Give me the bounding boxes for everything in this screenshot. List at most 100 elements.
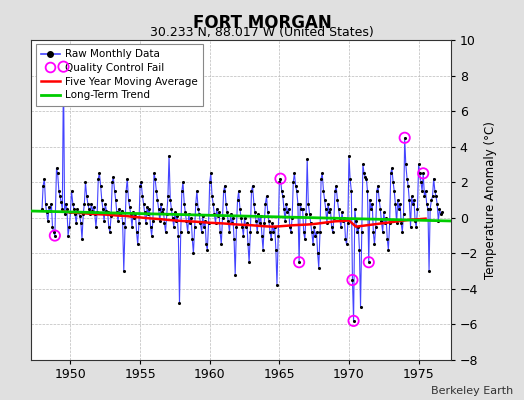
- Point: [347, 188, 355, 194]
- Point: [48, 224, 57, 230]
- Point: [219, 214, 227, 221]
- Point: [309, 241, 317, 248]
- Point: [71, 211, 79, 218]
- Point: [302, 211, 310, 218]
- Point: [247, 188, 256, 194]
- Point: [382, 214, 390, 221]
- Point: [212, 206, 221, 212]
- Point: [230, 236, 238, 242]
- Point: [56, 193, 64, 200]
- Point: [338, 209, 346, 216]
- Point: [348, 277, 357, 283]
- Point: [233, 197, 242, 203]
- Point: [58, 206, 67, 212]
- Point: [383, 236, 391, 242]
- Point: [400, 134, 409, 141]
- Point: [404, 182, 412, 189]
- Point: [351, 206, 359, 212]
- Point: [214, 213, 222, 219]
- Point: [125, 204, 134, 210]
- Point: [421, 188, 430, 194]
- Point: [181, 209, 190, 216]
- Point: [150, 170, 158, 176]
- Point: [390, 188, 398, 194]
- Point: [78, 236, 86, 242]
- Point: [130, 214, 138, 221]
- Point: [378, 229, 387, 235]
- Point: [161, 229, 170, 235]
- Point: [410, 197, 418, 203]
- Point: [45, 204, 53, 210]
- Point: [101, 200, 110, 207]
- Point: [334, 206, 343, 212]
- Point: [171, 209, 179, 216]
- Point: [318, 170, 326, 176]
- Point: [389, 179, 397, 186]
- Point: [119, 268, 128, 274]
- Point: [420, 193, 429, 200]
- Point: [313, 250, 322, 256]
- Point: [139, 200, 148, 207]
- Point: [403, 176, 411, 182]
- Point: [419, 170, 428, 176]
- Point: [305, 211, 314, 218]
- Point: [285, 206, 293, 212]
- Point: [138, 193, 147, 200]
- Point: [129, 209, 137, 216]
- Point: [350, 318, 358, 324]
- Point: [400, 134, 409, 141]
- Point: [366, 197, 374, 203]
- Point: [225, 229, 234, 235]
- Point: [391, 200, 399, 207]
- Point: [86, 211, 94, 218]
- Point: [425, 268, 433, 274]
- Point: [103, 209, 112, 216]
- Point: [189, 250, 198, 256]
- Point: [301, 236, 309, 242]
- Point: [46, 208, 54, 214]
- Point: [312, 229, 321, 235]
- Point: [180, 200, 189, 207]
- Point: [66, 209, 74, 216]
- Point: [408, 193, 416, 200]
- Point: [297, 206, 305, 212]
- Point: [308, 229, 316, 235]
- Point: [165, 152, 173, 159]
- Point: [253, 229, 261, 235]
- Point: [83, 193, 91, 200]
- Point: [362, 176, 370, 182]
- Point: [51, 232, 59, 239]
- Point: [179, 179, 187, 186]
- Point: [418, 188, 427, 194]
- Point: [329, 229, 337, 235]
- Point: [293, 200, 302, 207]
- Point: [39, 182, 47, 189]
- Point: [241, 214, 249, 221]
- Point: [192, 200, 200, 207]
- Point: [217, 241, 225, 248]
- Point: [226, 211, 235, 218]
- Point: [124, 197, 133, 203]
- Point: [236, 206, 244, 212]
- Point: [254, 211, 263, 218]
- Point: [341, 236, 350, 242]
- Text: FORT MORGAN: FORT MORGAN: [193, 14, 331, 32]
- Point: [339, 218, 347, 224]
- Point: [97, 197, 106, 203]
- Point: [433, 200, 441, 207]
- Point: [377, 218, 386, 224]
- Point: [368, 200, 376, 207]
- Point: [426, 206, 434, 212]
- Point: [268, 220, 277, 226]
- Point: [91, 211, 99, 218]
- Point: [99, 206, 107, 212]
- Point: [204, 220, 213, 226]
- Point: [243, 220, 251, 226]
- Point: [432, 193, 440, 200]
- Point: [326, 206, 335, 212]
- Point: [158, 209, 166, 216]
- Point: [416, 170, 424, 176]
- Point: [96, 182, 105, 189]
- Point: [357, 229, 366, 235]
- Point: [387, 170, 395, 176]
